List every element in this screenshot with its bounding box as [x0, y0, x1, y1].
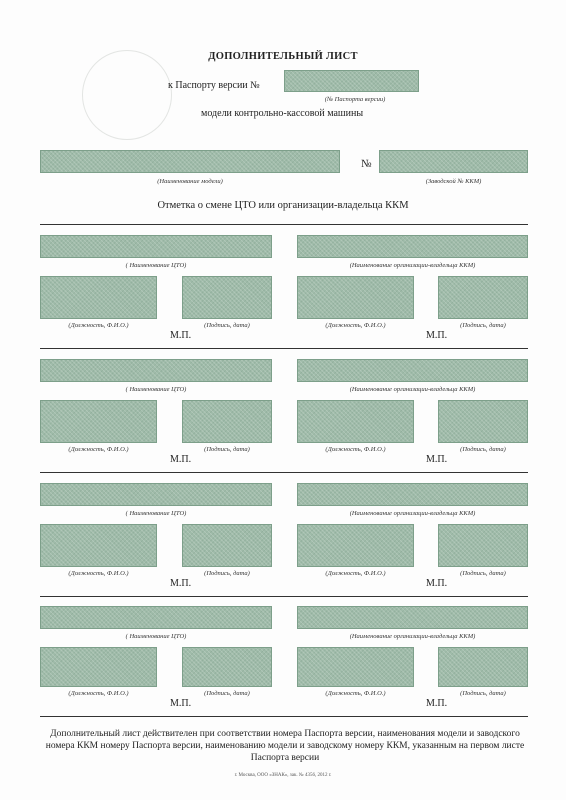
owner-name-field[interactable] — [297, 483, 528, 506]
owner-signature-field[interactable] — [438, 400, 528, 443]
owner-position-caption: (Должность, Ф.И.О.) — [325, 570, 386, 577]
cto-name-caption: ( Наименование ЦТО) — [125, 510, 187, 517]
owner-name-field[interactable] — [297, 359, 528, 382]
model-name-caption: (Наименование модели) — [157, 178, 223, 185]
serial-number-sign: № — [361, 158, 372, 170]
owner-position-caption: (Должность, Ф.И.О.) — [325, 322, 386, 329]
divider — [40, 716, 528, 717]
cto-position-field[interactable] — [40, 524, 157, 567]
seal-place-label: М.П. — [170, 454, 192, 465]
page-title: ДОПОЛНИТЕЛЬНЫЙ ЛИСТ — [208, 51, 358, 62]
seal-place-label: М.П. — [426, 578, 448, 589]
validity-footnote: Дополнительный лист действителен при соо… — [45, 729, 525, 763]
passport-number-field[interactable] — [284, 70, 419, 92]
passport-prefix: к Паспорту версии № — [168, 80, 260, 91]
seal-place-label: М.П. — [170, 330, 192, 341]
cto-signature-caption: (Подпись, дата) — [204, 322, 250, 329]
cto-position-field[interactable] — [40, 400, 157, 443]
owner-name-caption: (Наименование организации-владельца ККМ) — [349, 633, 476, 640]
owner-position-field[interactable] — [297, 647, 414, 687]
cto-position-field[interactable] — [40, 276, 157, 319]
passport-number-caption: (№ Паспорта версии) — [324, 96, 386, 103]
serial-number-caption: (Заводской № ККМ) — [425, 178, 482, 185]
cto-name-field[interactable] — [40, 235, 272, 258]
cto-name-field[interactable] — [40, 606, 272, 629]
owner-position-caption: (Должность, Ф.И.О.) — [325, 690, 386, 697]
serial-number-field[interactable] — [379, 150, 528, 173]
owner-signature-caption: (Подпись, дата) — [460, 446, 506, 453]
seal-place-label: М.П. — [426, 698, 448, 709]
cto-signature-caption: (Подпись, дата) — [204, 570, 250, 577]
owner-signature-caption: (Подпись, дата) — [460, 690, 506, 697]
cto-name-field[interactable] — [40, 359, 272, 382]
owner-position-field[interactable] — [297, 276, 414, 319]
seal-place-label: М.П. — [170, 578, 192, 589]
owner-signature-field[interactable] — [438, 276, 528, 319]
owner-signature-field[interactable] — [438, 647, 528, 687]
cto-name-field[interactable] — [40, 483, 272, 506]
owner-position-caption: (Должность, Ф.И.О.) — [325, 446, 386, 453]
model-line: модели контрольно-кассовой машины — [201, 108, 364, 119]
printer-imprint: г. Москва, ООО «ЗНАК», зак. № 4356, 2012… — [234, 773, 332, 778]
cto-position-field[interactable] — [40, 647, 157, 687]
divider — [40, 224, 528, 225]
faint-stamp-icon — [82, 50, 172, 140]
owner-signature-caption: (Подпись, дата) — [460, 570, 506, 577]
owner-name-caption: (Наименование организации-владельца ККМ) — [349, 386, 476, 393]
owner-signature-caption: (Подпись, дата) — [460, 322, 506, 329]
owner-position-field[interactable] — [297, 400, 414, 443]
cto-position-caption: (Должность, Ф.И.О.) — [68, 446, 129, 453]
owner-name-field[interactable] — [297, 606, 528, 629]
seal-place-label: М.П. — [426, 330, 448, 341]
divider — [40, 472, 528, 473]
cto-name-caption: ( Наименование ЦТО) — [125, 262, 187, 269]
owner-signature-field[interactable] — [438, 524, 528, 567]
cto-signature-field[interactable] — [182, 647, 272, 687]
cto-signature-caption: (Подпись, дата) — [204, 690, 250, 697]
section-title: Отметка о смене ЦТО или организации-влад… — [157, 200, 409, 211]
divider — [40, 596, 528, 597]
cto-position-caption: (Должность, Ф.И.О.) — [68, 570, 129, 577]
cto-signature-caption: (Подпись, дата) — [204, 446, 250, 453]
cto-position-caption: (Должность, Ф.И.О.) — [68, 322, 129, 329]
owner-name-field[interactable] — [297, 235, 528, 258]
model-name-field[interactable] — [40, 150, 340, 173]
owner-name-caption: (Наименование организации-владельца ККМ) — [349, 262, 476, 269]
cto-signature-field[interactable] — [182, 400, 272, 443]
cto-name-caption: ( Наименование ЦТО) — [125, 386, 187, 393]
seal-place-label: М.П. — [170, 698, 192, 709]
owner-name-caption: (Наименование организации-владельца ККМ) — [349, 510, 476, 517]
seal-place-label: М.П. — [426, 454, 448, 465]
divider — [40, 348, 528, 349]
cto-signature-field[interactable] — [182, 524, 272, 567]
cto-position-caption: (Должность, Ф.И.О.) — [68, 690, 129, 697]
cto-name-caption: ( Наименование ЦТО) — [125, 633, 187, 640]
owner-position-field[interactable] — [297, 524, 414, 567]
cto-signature-field[interactable] — [182, 276, 272, 319]
